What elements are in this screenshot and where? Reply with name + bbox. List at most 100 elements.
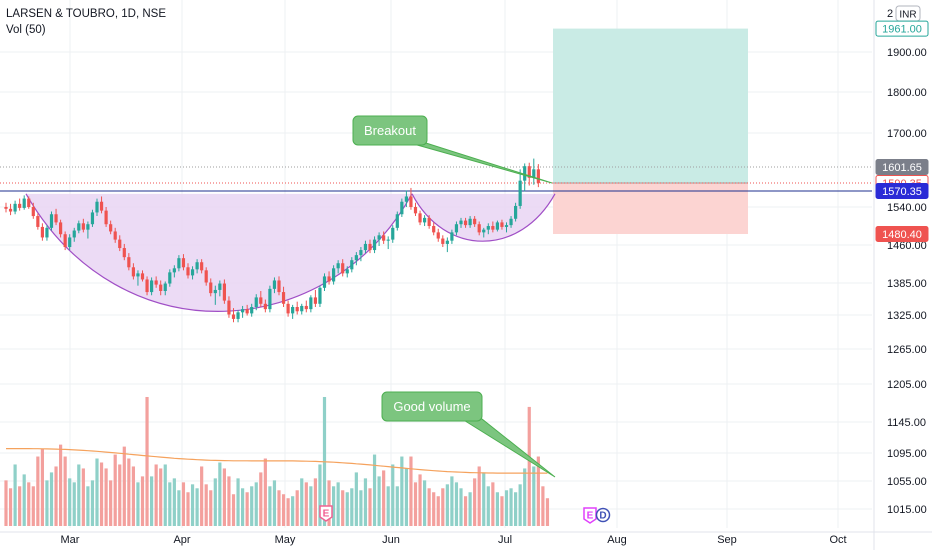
volume-bar [445,484,449,526]
candle-body [436,232,440,239]
candle [22,195,26,210]
good-volume-callout: Good volume [381,391,556,478]
candle [195,259,199,274]
candle [350,257,354,273]
candle-body [150,280,154,293]
time-tick-label: Apr [173,534,190,546]
badge-shape [319,505,333,522]
volume-bar [436,496,440,526]
candle-body [277,280,281,293]
candle-body [295,307,299,312]
candle-body [322,276,327,288]
volume-bar [209,490,213,526]
candle-body [31,207,35,217]
price-axis-ticks: 1900.00 1800.00 1700.00 1540.00 1460.00 1385.… [887,8,927,516]
candle [372,236,377,254]
candle-body [22,198,26,208]
candle [395,211,399,231]
volume-bar [154,464,158,526]
candle-body [486,226,490,230]
candle [131,263,135,280]
candle-body [359,250,363,256]
candle [368,239,372,254]
volume-bar [377,476,381,526]
price-label-neckline: 1570.35 [875,183,929,199]
time-axis-ticks: Mar Apr May Jun Jul Aug Sep Oct [61,534,847,546]
candle [154,276,158,288]
candle [59,219,63,238]
price-tick-label: 1800.00 [887,87,927,99]
volume-bar [491,482,495,526]
candle [241,305,245,318]
volume-bar [514,492,518,526]
candle [382,231,386,244]
currency-badge: INR [895,5,921,22]
candle [286,300,290,317]
price-label-text: 1961.00 [882,24,922,36]
price-tick-label: 1460.00 [887,240,927,252]
volume-bar [127,458,131,526]
candle-body [341,263,345,274]
candle-body [504,225,509,227]
candle [359,247,363,262]
candle-body [350,260,354,270]
candle-body [304,305,308,310]
candle [432,222,436,236]
candle-body [463,220,468,226]
candle [436,228,440,242]
callout-pointer [409,142,553,184]
candle-body [159,284,163,291]
volume-legend: Vol (50) [6,24,46,36]
dividend-marker: D [595,507,611,523]
volume-bar [486,486,490,526]
volume-bar [54,466,58,526]
candle [532,158,536,185]
volume-bar [13,464,17,526]
candle [500,219,504,230]
candle [168,269,172,287]
candle [254,294,258,311]
volume-ma-line [6,448,548,474]
candle [509,216,513,228]
candle-body [13,203,17,212]
candle-body [313,297,317,304]
candle [345,266,349,278]
volume-bar [518,484,522,526]
candle-body [413,207,418,214]
candle [354,252,358,266]
candle-body [473,218,477,225]
candle-body [99,201,104,211]
candle-body [404,196,408,202]
candle-body [445,240,449,244]
candle-body [145,279,149,293]
volume-bar [90,480,95,526]
callout-text: Breakout [364,123,416,138]
candle [404,190,408,207]
candle [27,196,31,209]
candle [495,220,499,232]
candle [49,211,54,231]
volume-bar [463,496,468,526]
volume-bar [27,482,31,526]
candle [318,285,322,307]
volume-bar [109,480,113,526]
candle [445,237,449,253]
candle-body [209,282,213,294]
volume-bar [4,480,8,526]
candle-body [514,205,518,219]
candle-body [532,169,536,178]
volume-bar [186,492,190,526]
candle-body [332,268,336,282]
candle [300,303,304,315]
chart-legend: LARSEN & TOUBRO, 1D, NSE Vol (50) [6,6,166,38]
price-tick-label: 1900.00 [887,47,927,59]
volume-bar [122,446,126,526]
volume-bar [504,490,509,526]
candle [514,202,518,222]
volume-bar [527,406,531,526]
candle-body [372,239,377,251]
candle-body [63,234,67,248]
candle [477,221,481,236]
